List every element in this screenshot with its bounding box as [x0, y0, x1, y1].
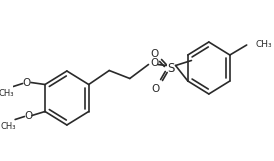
Text: O: O [152, 84, 160, 94]
Text: CH₃: CH₃ [255, 39, 272, 48]
Text: O: O [150, 57, 158, 67]
Text: O: O [24, 110, 32, 120]
Text: CH₃: CH₃ [0, 89, 15, 98]
Text: O: O [22, 77, 30, 87]
Text: O: O [150, 48, 158, 58]
Text: CH₃: CH₃ [1, 122, 16, 131]
Text: S: S [167, 62, 175, 75]
